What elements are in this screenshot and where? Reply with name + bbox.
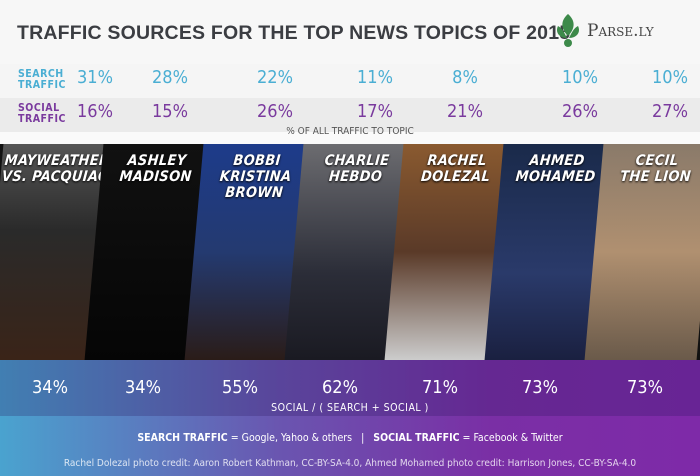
- social-traffic-value: 17%: [357, 101, 393, 122]
- social-ratio-value: 34%: [125, 377, 161, 398]
- ratio-note: SOCIAL / ( SEARCH + SOCIAL ): [271, 402, 429, 414]
- topic-name: CECIL THE LION: [600, 153, 700, 185]
- topic-photo: CECIL THE LION: [584, 144, 700, 360]
- topic-name-line: CHARLIE: [323, 153, 391, 169]
- social-traffic-value: 26%: [562, 101, 598, 122]
- bottom-panel: SOCIAL / ( SEARCH + SOCIAL ) SEARCH TRAF…: [0, 360, 700, 476]
- topic-name-line: RACHEL: [426, 153, 488, 169]
- search-traffic-value: 8%: [452, 67, 478, 88]
- social-traffic-value: 27%: [652, 101, 688, 122]
- social-ratio-value: 71%: [422, 377, 458, 398]
- logo-text: Parse.ly: [587, 21, 654, 41]
- social-ratio-value: 62%: [322, 377, 358, 398]
- search-traffic-label: SEARCH TRAFFIC: [18, 69, 66, 91]
- topic-name: AHMED MOHAMED: [500, 153, 613, 185]
- label-line: TRAFFIC: [18, 113, 66, 125]
- search-traffic-value: 31%: [77, 67, 113, 88]
- topic-name-line: VS. PACQUIAO: [1, 169, 110, 185]
- topic-name-line: THE LION: [619, 169, 692, 185]
- topic-name-line: DOLEZAL: [420, 169, 491, 185]
- page-title: TRAFFIC SOURCES FOR THE TOP NEWS TOPICS …: [17, 22, 571, 44]
- topic-name: RACHEL DOLEZAL: [400, 153, 513, 185]
- legend-search-key: SEARCH TRAFFIC: [137, 432, 228, 444]
- search-traffic-value: 28%: [152, 67, 188, 88]
- ratio-band: [0, 360, 700, 416]
- topic-name-line: MOHAMED: [514, 169, 597, 185]
- search-traffic-value: 22%: [257, 67, 293, 88]
- topic-name-line: BOBBI: [232, 153, 282, 169]
- topic-name: MAYWEATHER VS. PACQUIAO: [0, 153, 113, 185]
- topic-name-line: BROWN: [224, 185, 284, 201]
- social-ratio-value: 73%: [522, 377, 558, 398]
- social-traffic-label: SOCIAL TRAFFIC: [18, 103, 66, 125]
- parsely-logo: Parse.ly: [555, 14, 654, 48]
- legend-social-value: = Facebook & Twitter: [459, 432, 563, 444]
- topic-name-line: KRISTINA: [219, 169, 293, 185]
- topic-name-line: MAYWEATHER: [3, 153, 110, 169]
- legend-separator: |: [361, 432, 365, 444]
- topic-name-line: CECIL: [634, 153, 680, 169]
- topic-name-line: HEBDO: [328, 169, 383, 185]
- social-traffic-value: 15%: [152, 101, 188, 122]
- label-line: TRAFFIC: [18, 79, 66, 91]
- social-traffic-row: SOCIAL TRAFFIC 16% 15% 26% 17% 21% 26% 27%: [0, 98, 700, 132]
- topic-name: CHARLIE HEBDO: [300, 153, 413, 185]
- topic-name: ASHLEY MADISON: [100, 153, 213, 185]
- label-line: SOCIAL: [18, 102, 60, 114]
- social-ratio-value: 34%: [32, 377, 68, 398]
- social-traffic-value: 21%: [447, 101, 483, 122]
- legend: SEARCH TRAFFIC = Google, Yahoo & others …: [0, 432, 700, 444]
- social-traffic-value: 26%: [257, 101, 293, 122]
- topic-name-line: ASHLEY: [126, 153, 188, 169]
- label-line: SEARCH: [18, 68, 64, 80]
- topic-name-line: MADISON: [118, 169, 193, 185]
- topic-photos: MAYWEATHER VS. PACQUIAO ASHLEY MADISON BOBBI…: [0, 144, 700, 360]
- search-traffic-value: 11%: [357, 67, 393, 88]
- header: TRAFFIC SOURCES FOR THE TOP NEWS TOPICS …: [0, 0, 700, 64]
- photo-credit: Rachel Dolezal photo credit: Aaron Rober…: [63, 458, 637, 469]
- leaf-icon: [557, 14, 579, 47]
- legend-social-key: SOCIAL TRAFFIC: [373, 432, 460, 444]
- social-ratio-value: 55%: [222, 377, 258, 398]
- search-traffic-value: 10%: [652, 67, 688, 88]
- search-traffic-row: SEARCH TRAFFIC 31% 28% 22% 11% 8% 10% 10%: [0, 64, 700, 98]
- traffic-note: % OF ALL TRAFFIC TO TOPIC: [286, 126, 414, 137]
- social-traffic-value: 16%: [77, 101, 113, 122]
- social-ratio-value: 73%: [627, 377, 663, 398]
- topic-name-line: AHMED: [528, 153, 586, 169]
- topic-name: BOBBI KRISTINA BROWN: [198, 153, 312, 201]
- search-traffic-value: 10%: [562, 67, 598, 88]
- legend-search-value: = Google, Yahoo & others: [227, 432, 353, 444]
- traffic-stats: SEARCH TRAFFIC 31% 28% 22% 11% 8% 10% 10% SOCIA…: [0, 64, 700, 144]
